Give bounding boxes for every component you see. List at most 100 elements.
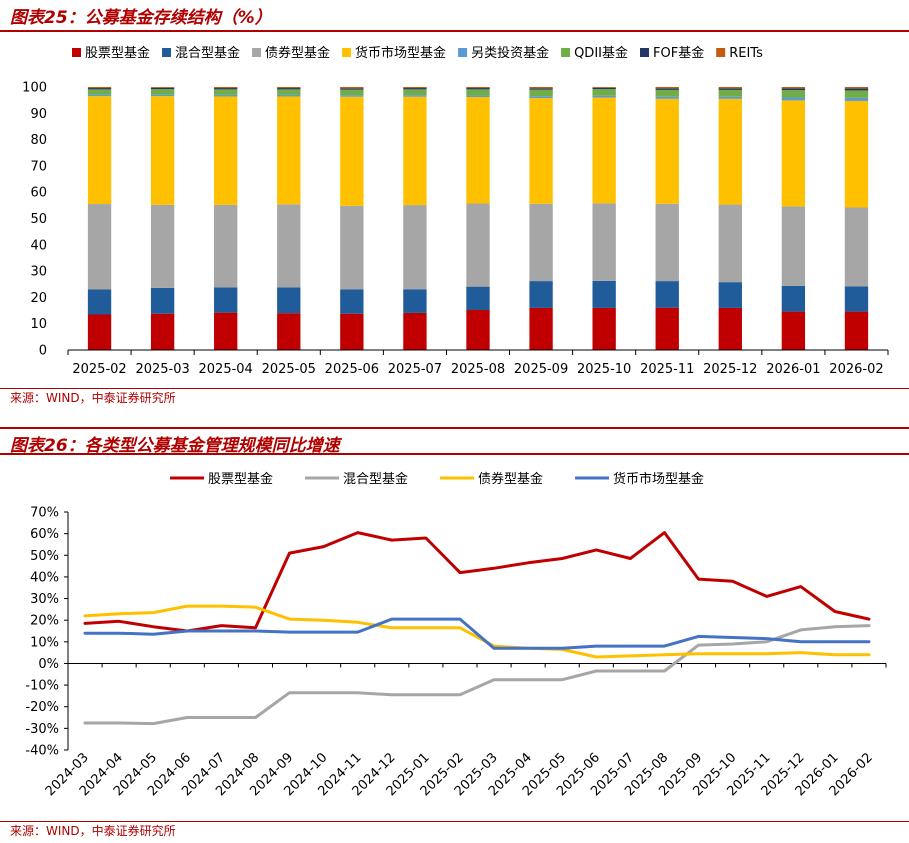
y-tick-label: 90 [30,107,47,122]
figure-source: 来源：WIND，中泰证券研究所 [10,391,176,405]
bar-segment [844,100,869,208]
y-tick-label: -30% [25,722,59,737]
y-tick-label: 0% [38,657,59,672]
figure-title: 图表25：公募基金存续结构（%） [10,8,272,28]
y-tick-label: 100 [22,81,47,96]
bar-segment [655,96,679,99]
figure-fund-structure: 图表25：公募基金存续结构（%） 股票型基金 混合型基金 债券型基金 货币市场型基金 另… [0,8,909,405]
bar-segment [592,95,616,98]
y-tick-label: 40 [30,238,47,253]
bar-segment [403,88,427,90]
bar-segment [150,89,175,95]
bar-segment [87,87,112,89]
bar-segment [466,95,490,97]
bar-segment [277,204,301,288]
source-divider [0,388,909,389]
bar-segment [87,94,112,97]
bar-segment [592,97,616,204]
legend-swatch [640,48,649,57]
bar-segment [844,90,869,98]
bar-segment [844,97,869,101]
bar-segment [781,206,806,286]
bar-segment [781,88,806,91]
y-tick-label: -40% [25,744,59,759]
x-tick-label: 2025-06 [325,362,379,377]
bar-segment [466,89,490,96]
y-tick-label: 60 [30,186,47,201]
bar-segment [466,203,490,287]
bar-segment [592,203,616,281]
bar-segment [529,87,553,89]
bar-segment [529,281,553,308]
title-divider [0,453,909,455]
bar-segment [277,96,301,205]
bar-segment [150,287,175,314]
bar-segment [87,314,112,350]
legend-label: 货币市场型基金 [613,471,704,487]
x-tick-label: 2025-08 [451,362,505,377]
x-tick-label: 2025-09 [514,362,568,377]
legend-label: 混合型基金 [175,45,240,61]
bar-segment [592,87,616,88]
bar-segment [214,89,238,95]
bar-segment [466,286,490,311]
bar-segment [718,89,742,97]
legend-label: FOF基金 [653,45,704,61]
bar-segment [214,94,238,97]
bar-segment [592,89,616,96]
x-tick-label: 2025-07 [388,362,442,377]
y-tick-label: 30% [30,592,59,607]
bar-segment [87,289,112,315]
y-tick-label: 80 [30,133,47,148]
y-tick-label: 30 [30,265,47,280]
bar-segment [340,96,364,206]
bar-segment [403,95,427,97]
bar-segment [277,94,301,97]
x-tick-label: 2026-01 [766,362,820,377]
bar-segment [592,280,616,308]
bar-segment [529,96,553,99]
bar-segment [340,313,364,350]
line-chart: 股票型基金 混合型基金 债券型基金 货币市场型基金 -40% -30% -20% -10% 0%… [25,471,887,799]
legend-swatch [458,48,468,57]
bar-segment [844,88,869,91]
legend-swatch [252,48,262,57]
bar-segment [529,98,553,204]
y-tick-label: 20 [30,291,47,306]
bar-segment [277,87,301,89]
bar-segment [529,307,553,350]
x-tick-label: 2025-04 [199,362,253,377]
legend-label: REITs [729,46,763,61]
bar-segment [340,95,364,97]
bar-segment [466,310,490,350]
y-tick-label: 70% [30,506,59,521]
bar-segment [718,88,742,90]
bar-segment [277,89,301,95]
series-line [83,617,871,650]
title-divider [0,30,909,32]
bar-segment [214,204,238,288]
bar-segment [529,89,553,97]
y-tick-label: 0 [39,344,47,359]
bar-segment [214,312,238,350]
legend-label: 另类投资基金 [471,45,549,61]
bar-segment [844,311,869,350]
legend-label: 债券型基金 [265,45,330,61]
legend-swatch [162,48,172,57]
legend-label: QDII基金 [574,45,628,61]
y-tick-label: 50% [30,549,59,564]
bar-segment [655,281,679,308]
bar-segment [718,307,742,350]
y-tick-label: 50 [30,212,47,227]
bar-segment [781,311,806,350]
x-tick-label: 2025-12 [703,362,757,377]
legend-label: 混合型基金 [343,471,408,487]
x-tick-label: 2025-05 [262,362,316,377]
y-tick-label: 70 [30,159,47,174]
bar-segment [655,87,679,89]
bar-segment [403,312,427,350]
figure-growth-rate: 图表26：各类型公募基金管理规模同比增速 股票型基金 混合型基金 债券型基金 货币市场… [0,425,909,843]
bar-segment [150,313,175,350]
bar-segment [655,98,679,204]
bar-segment [340,87,364,89]
